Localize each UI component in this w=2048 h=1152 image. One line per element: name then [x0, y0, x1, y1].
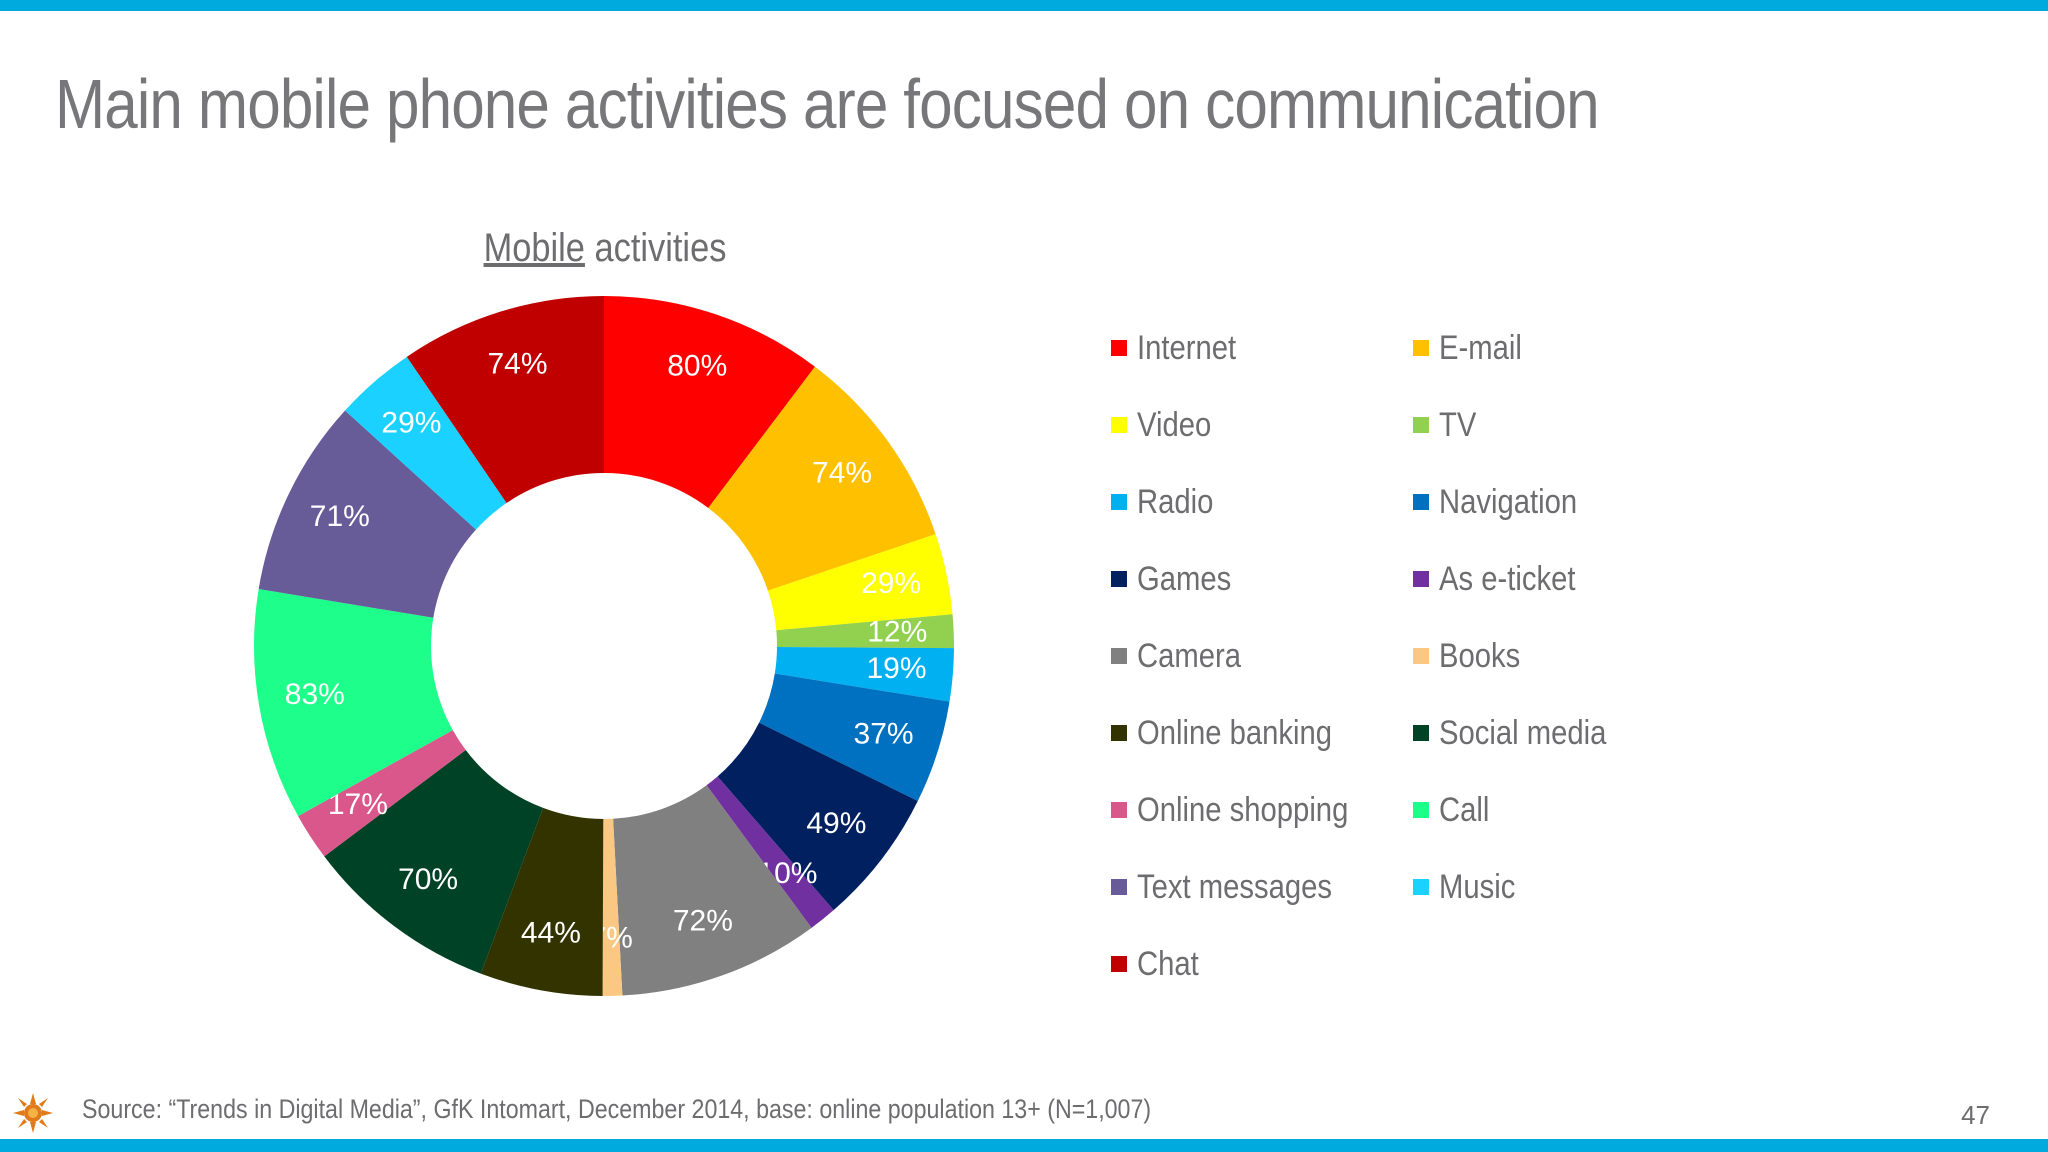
data-label-video: 29%	[861, 567, 921, 600]
legend-label: Games	[1137, 559, 1232, 598]
data-label-e-mail: 74%	[812, 456, 872, 489]
legend-label: Online banking	[1137, 713, 1333, 752]
slice-online-shopping	[298, 730, 466, 857]
legend-swatch	[1413, 340, 1429, 356]
chart-title: Mobile activities	[480, 226, 729, 271]
legend-item-chat: Chat	[1111, 942, 1209, 986]
data-label-internet: 80%	[667, 350, 727, 383]
legend-item-radio: Radio	[1111, 480, 1226, 524]
slice-camera	[613, 785, 812, 996]
legend-item-camera: Camera	[1111, 634, 1258, 678]
source-note: Source: “Trends in Digital Media”, GfK I…	[82, 1094, 1152, 1124]
legend-swatch	[1413, 725, 1429, 741]
data-label-call: 83%	[285, 678, 345, 711]
chart-title-rest: activities	[584, 226, 727, 270]
data-label-camera: 72%	[673, 904, 733, 937]
legend-label: Internet	[1137, 328, 1237, 367]
data-label-radio: 19%	[866, 652, 926, 685]
legend-item-games: Games	[1111, 557, 1247, 601]
legend-swatch	[1111, 571, 1127, 587]
legend-label: Music	[1439, 867, 1516, 906]
legend-label: TV	[1439, 405, 1477, 444]
legend-item-online-shopping: Online shopping	[1111, 788, 1383, 832]
slice-as-e-ticket	[706, 776, 834, 928]
legend-swatch	[1413, 494, 1429, 510]
legend-swatch	[1111, 725, 1127, 741]
data-label-games: 49%	[806, 807, 866, 840]
legend-item-video: Video	[1111, 403, 1223, 447]
slice-internet	[604, 296, 815, 508]
data-label-music: 29%	[381, 406, 441, 439]
legend-swatch	[1111, 648, 1127, 664]
legend-item-call: Call	[1413, 788, 1498, 832]
legend-swatch	[1111, 879, 1127, 895]
legend-label: Call	[1439, 790, 1490, 829]
legend-swatch	[1413, 802, 1429, 818]
legend-label: Social media	[1439, 713, 1607, 752]
legend-item-text-messages: Text messages	[1111, 865, 1364, 909]
legend-swatch	[1413, 879, 1429, 895]
sun-logo-icon	[13, 1093, 53, 1133]
legend-label: E-mail	[1439, 328, 1522, 367]
legend-item-tv: TV	[1413, 403, 1482, 447]
slice-video	[767, 534, 953, 631]
slice-chat	[406, 296, 604, 504]
legend-swatch	[1413, 417, 1429, 433]
legend-item-social-media: Social media	[1413, 711, 1634, 755]
slice-radio	[774, 647, 954, 702]
data-label-chat: 74%	[487, 347, 547, 380]
legend-item-books: Books	[1413, 634, 1534, 678]
legend-swatch	[1413, 648, 1429, 664]
bottom-accent-bar	[0, 1139, 2048, 1152]
slide-title: Main mobile phone activities are focused…	[55, 65, 1600, 143]
legend-item-music: Music	[1413, 865, 1528, 909]
slice-call	[253, 588, 453, 817]
legend-label: Text messages	[1137, 867, 1333, 906]
legend-swatch	[1413, 571, 1429, 587]
chart-title-underlined: Mobile	[483, 226, 585, 270]
legend-swatch	[1111, 956, 1127, 972]
legend-swatch	[1111, 802, 1127, 818]
slice-tv	[776, 614, 955, 649]
legend-label: As e-ticket	[1439, 559, 1576, 598]
slice-e-mail	[708, 366, 936, 591]
legend-item-as-e-ticket: As e-ticket	[1413, 557, 1598, 601]
legend-label: Video	[1137, 405, 1212, 444]
legend-label: Radio	[1137, 482, 1214, 521]
legend-swatch	[1111, 494, 1127, 510]
slice-social-media	[324, 749, 544, 974]
slice-online-banking	[480, 807, 604, 996]
data-label-social-media: 70%	[398, 863, 458, 896]
legend-swatch	[1111, 340, 1127, 356]
page-number: 47	[1961, 1100, 1990, 1130]
legend-item-internet: Internet	[1111, 326, 1252, 370]
slice-games	[717, 722, 918, 911]
slice-music	[345, 356, 507, 530]
slice-books	[602, 818, 623, 996]
data-label-navigation: 37%	[854, 717, 914, 750]
legend-label: Books	[1439, 636, 1521, 675]
legend-item-e-mail: E-mail	[1413, 326, 1535, 370]
legend-label: Chat	[1137, 944, 1199, 983]
top-accent-bar	[0, 0, 2048, 11]
legend-item-online-banking: Online banking	[1111, 711, 1364, 755]
legend-item-navigation: Navigation	[1413, 480, 1600, 524]
data-label-tv: 12%	[867, 615, 927, 648]
legend-label: Camera	[1137, 636, 1242, 675]
legend-label: Online shopping	[1137, 790, 1349, 829]
slice-text-messages	[258, 410, 476, 618]
legend-swatch	[1111, 417, 1127, 433]
data-label-online-banking: 44%	[521, 917, 581, 950]
slice-navigation	[759, 673, 950, 802]
data-label-text-messages: 71%	[310, 500, 370, 533]
legend-label: Navigation	[1439, 482, 1578, 521]
